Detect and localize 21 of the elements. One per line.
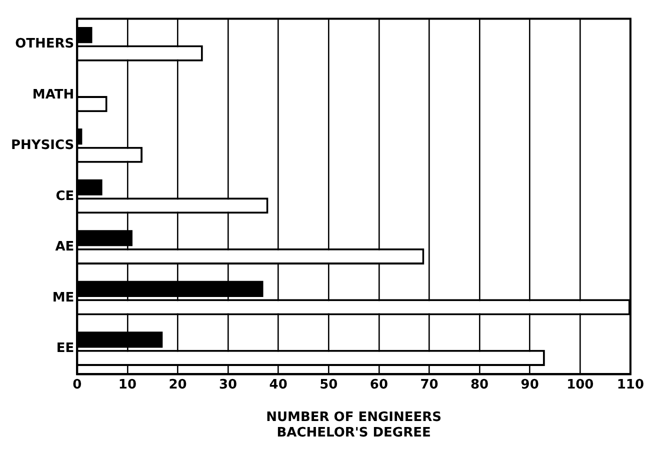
x-tick-label: 90 (520, 377, 539, 392)
x-tick-label: 110 (616, 377, 644, 392)
x-tick-label: 0 (72, 377, 82, 392)
y-tick-label: CE (56, 188, 74, 204)
y-tick-label: OTHERS (15, 36, 74, 52)
x-tick-label: 70 (420, 377, 438, 392)
y-tick-label: PHYSICS (10, 138, 74, 154)
x-tick-label: 80 (470, 377, 489, 392)
x-tick-label: 10 (118, 377, 137, 392)
y-tick-label: AE (55, 240, 74, 255)
x-tick-label: 30 (219, 377, 238, 392)
x-tick-label: 20 (168, 377, 187, 392)
y-tick-label: MATH (32, 87, 74, 102)
x-tick-label: 50 (320, 377, 338, 392)
x-tick-label: 100 (566, 377, 594, 392)
y-tick-label: EE (56, 341, 74, 356)
x-tick-label: 60 (370, 377, 388, 392)
x-tick-label: 40 (269, 377, 288, 392)
text: BACHELOR'S DEGREE (276, 426, 431, 441)
y-tick-label: ME (52, 290, 74, 306)
x-axis-title: NUMBER OF ENGINEERS (266, 410, 442, 425)
